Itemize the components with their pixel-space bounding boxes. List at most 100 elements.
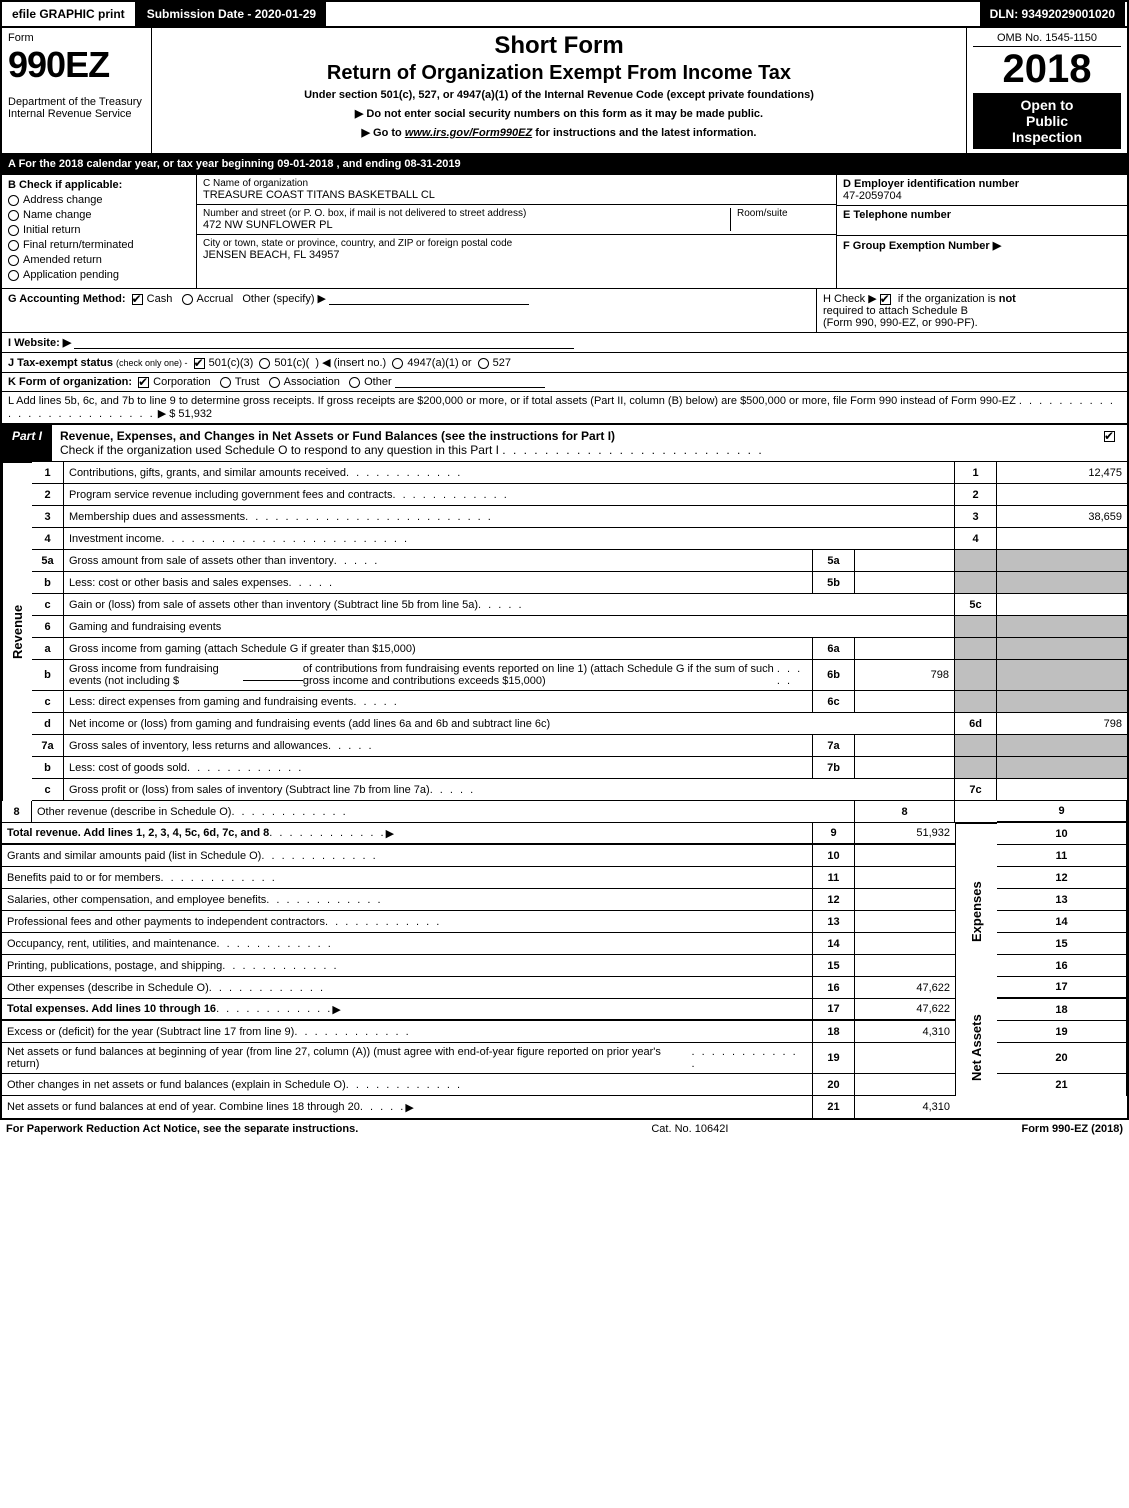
l10-text: Grants and similar amounts paid (list in… — [2, 845, 813, 867]
l14-rn: 14 — [813, 933, 855, 955]
l5b-mn: 5b — [813, 572, 855, 594]
l1-rn: 1 — [955, 462, 997, 484]
l6a-mamt — [855, 638, 955, 660]
l13-amt — [855, 911, 955, 933]
topbar-spacer — [328, 2, 979, 26]
l7a-mamt — [855, 735, 955, 757]
section-e: E Telephone number — [837, 206, 1127, 236]
line-a-end: 08-31-2019 — [404, 158, 460, 170]
top-bar: efile GRAPHIC print Submission Date - 20… — [0, 0, 1129, 28]
street-row: Number and street (or P. O. box, if mail… — [197, 205, 836, 235]
l2-num: 2 — [32, 484, 64, 506]
dept-irs: Internal Revenue Service — [8, 108, 145, 120]
l11-amt — [855, 867, 955, 889]
ein-value: 47-2059704 — [843, 190, 1121, 202]
chk-name-change[interactable]: Name change — [8, 209, 190, 221]
l12-text: Salaries, other compensation, and employ… — [2, 889, 813, 911]
l15-num: 15 — [997, 933, 1127, 955]
l6a-num: a — [32, 638, 64, 660]
l8-amt — [955, 801, 997, 823]
l7c-rn: 7c — [955, 779, 997, 801]
l8-rn: 8 — [855, 801, 955, 823]
l7b-text: Less: cost of goods sold — [64, 757, 813, 779]
chk-amended-return[interactable]: Amended return — [8, 254, 190, 266]
l3-text: Membership dues and assessments — [64, 506, 955, 528]
submission-date-button[interactable]: Submission Date - 2020-01-29 — [137, 2, 328, 26]
l5a-text: Gross amount from sale of assets other t… — [64, 550, 813, 572]
chk-trust[interactable] — [220, 377, 231, 388]
dln-label: DLN: 93492029001020 — [980, 2, 1127, 26]
omb-number: OMB No. 1545-1150 — [973, 32, 1121, 47]
l6c-mamt — [855, 691, 955, 713]
chk-other-org[interactable] — [349, 377, 360, 388]
l21-text: Net assets or fund balances at end of ye… — [2, 1096, 813, 1118]
group-exemption-label: F Group Exemption Number ▶ — [843, 240, 1001, 252]
l7b-num: b — [32, 757, 64, 779]
l6a-grey1 — [955, 638, 997, 660]
footer-right: Form 990-EZ (2018) — [1021, 1123, 1123, 1135]
chk-initial-return[interactable]: Initial return — [8, 224, 190, 236]
l7c-amt — [997, 779, 1127, 801]
line-k: K Form of organization: Corporation Trus… — [2, 373, 1127, 392]
l9-text: Total revenue. Add lines 1, 2, 3, 4, 5c,… — [2, 823, 813, 845]
goto-link[interactable]: www.irs.gov/Form990EZ — [405, 127, 532, 139]
l5a-grey1 — [955, 550, 997, 572]
org-info-grid: B Check if applicable: Address change Na… — [0, 175, 1129, 289]
right-info-col: D Employer identification number 47-2059… — [837, 175, 1127, 288]
chk-application-pending[interactable]: Application pending — [8, 269, 190, 281]
goto-line: ▶ Go to www.irs.gov/Form990EZ for instru… — [158, 126, 960, 139]
chk-final-return[interactable]: Final return/terminated — [8, 239, 190, 251]
street-value: 472 NW SUNFLOWER PL — [203, 219, 730, 231]
line-a-begin: 09-01-2018 — [277, 158, 333, 170]
street-label: Number and street (or P. O. box, if mail… — [203, 208, 730, 219]
chk-address-change[interactable]: Address change — [8, 194, 190, 206]
chk-501c3[interactable] — [194, 358, 205, 369]
chk-4947[interactable] — [392, 358, 403, 369]
chk-cash[interactable] — [132, 294, 143, 305]
l6-grey2 — [997, 616, 1127, 638]
l9-amt: 51,932 — [855, 823, 955, 845]
l5a-mn: 5a — [813, 550, 855, 572]
chk-corporation[interactable] — [138, 377, 149, 388]
l5b-grey1 — [955, 572, 997, 594]
l6b-contrib-input[interactable] — [243, 669, 303, 681]
l18-num: 18 — [997, 999, 1127, 1021]
revenue-vlabel: Revenue — [2, 462, 32, 801]
room-label: Room/suite — [737, 208, 830, 219]
ssn-warning: ▶ Do not enter social security numbers o… — [158, 107, 960, 120]
chk-association[interactable] — [269, 377, 280, 388]
chk-527[interactable] — [478, 358, 489, 369]
l21-num: 21 — [997, 1074, 1127, 1096]
ein-label: D Employer identification number — [843, 178, 1019, 190]
l6b-num: b — [32, 660, 64, 691]
l21-rn: 21 — [813, 1096, 855, 1118]
chk-schedule-b[interactable] — [880, 294, 891, 305]
l6d-amt: 798 — [997, 713, 1127, 735]
part-1-label: Part I — [2, 425, 52, 461]
l7b-grey1 — [955, 757, 997, 779]
l2-amt — [997, 484, 1127, 506]
other-specify-input[interactable] — [329, 293, 529, 305]
part-1-header: Part I Revenue, Expenses, and Changes in… — [0, 425, 1129, 462]
l20-text: Other changes in net assets or fund bala… — [2, 1074, 813, 1096]
l5a-grey2 — [997, 550, 1127, 572]
website-input[interactable] — [74, 337, 574, 349]
chk-schedule-o[interactable] — [1104, 431, 1115, 442]
l13-text: Professional fees and other payments to … — [2, 911, 813, 933]
l6a-mn: 6a — [813, 638, 855, 660]
l14-amt — [855, 933, 955, 955]
line-j: J Tax-exempt status (check only one) - 5… — [2, 353, 1127, 373]
city-row: City or town, state or province, country… — [197, 235, 836, 264]
l7b-grey2 — [997, 757, 1127, 779]
l6b-grey1 — [955, 660, 997, 691]
chk-501c[interactable] — [259, 358, 270, 369]
l6d-rn: 6d — [955, 713, 997, 735]
l12-amt — [855, 889, 955, 911]
chk-accrual[interactable] — [182, 294, 193, 305]
l7a-mn: 7a — [813, 735, 855, 757]
l1-text: Contributions, gifts, grants, and simila… — [64, 462, 955, 484]
form-number-cell: Form 990EZ Department of the Treasury In… — [2, 28, 152, 153]
other-org-input[interactable] — [395, 376, 545, 388]
footer-left: For Paperwork Reduction Act Notice, see … — [6, 1123, 358, 1135]
l15-amt — [855, 955, 955, 977]
